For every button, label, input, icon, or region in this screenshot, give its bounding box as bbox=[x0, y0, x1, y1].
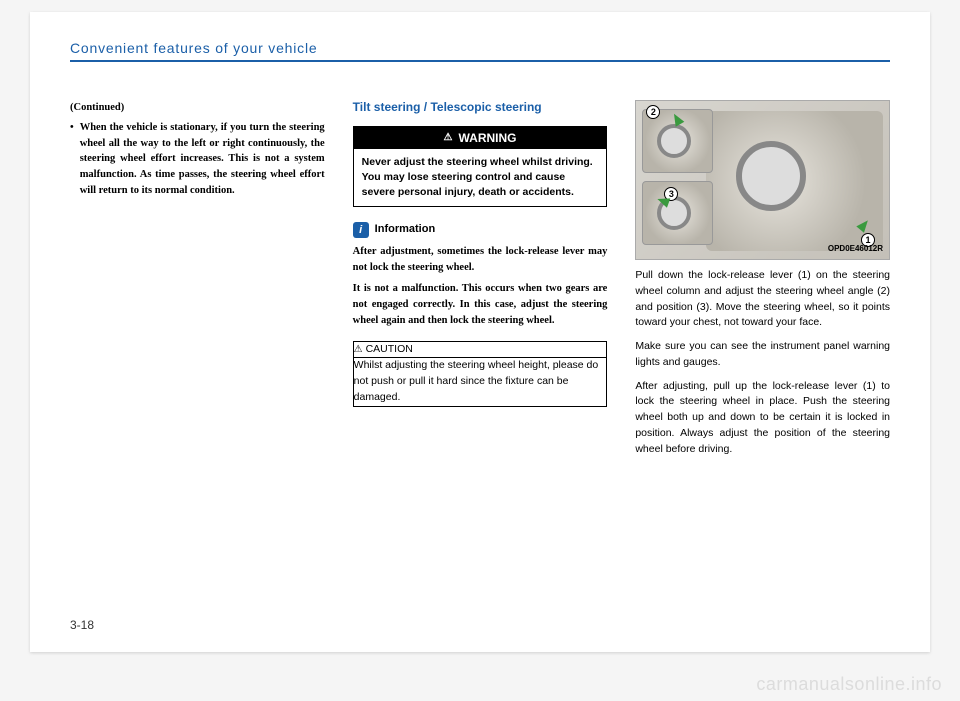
manual-page: Convenient features of your vehicle (Con… bbox=[30, 12, 930, 652]
bullet-item: • When the vehicle is stationary, if you… bbox=[70, 120, 325, 199]
subsection-title: Tilt steering / Telescopic steering bbox=[353, 100, 608, 116]
caution-label: CAUTION bbox=[366, 343, 413, 355]
info-icon: i bbox=[353, 222, 369, 238]
steering-wheel-icon bbox=[736, 141, 806, 211]
caution-header: ⚠ CAUTION bbox=[354, 342, 607, 359]
warning-header: ⚠ WARNING bbox=[354, 127, 607, 149]
steering-figure: 1 2 3 OPD0E46012R bbox=[635, 100, 890, 260]
section-header: Convenient features of your vehicle bbox=[70, 40, 890, 62]
figure-code: OPD0E46012R bbox=[828, 243, 883, 255]
warning-body: Never adjust the steering wheel whilst d… bbox=[354, 149, 607, 207]
content-columns: (Continued) • When the vehicle is statio… bbox=[70, 100, 890, 465]
watermark-text: carmanualsonline.info bbox=[756, 674, 942, 695]
continued-label: (Continued) bbox=[70, 100, 325, 116]
bullet-dot: • bbox=[70, 120, 74, 199]
caution-icon: ⚠ bbox=[354, 344, 363, 355]
page-number: 3-18 bbox=[70, 618, 94, 632]
info-paragraph-1: After adjustment, sometimes the lock-rel… bbox=[353, 244, 608, 276]
info-header: i Information bbox=[353, 221, 608, 238]
section-title: Convenient features of your vehicle bbox=[70, 40, 317, 56]
column-2: Tilt steering / Telescopic steering ⚠ WA… bbox=[353, 100, 608, 465]
figure-main-panel bbox=[706, 111, 883, 251]
column-1: (Continued) • When the vehicle is statio… bbox=[70, 100, 325, 465]
column-3: 1 2 3 OPD0E46012R Pull down the lock-rel… bbox=[635, 100, 890, 465]
caution-box: ⚠ CAUTION Whilst adjusting the steering … bbox=[353, 341, 608, 407]
body-paragraph-2: Make sure you can see the instrument pan… bbox=[635, 339, 890, 371]
body-paragraph-3: After adjusting, pull up the lock-releas… bbox=[635, 379, 890, 458]
info-label: Information bbox=[375, 221, 436, 238]
warning-box: ⚠ WARNING Never adjust the steering whee… bbox=[353, 126, 608, 208]
warning-label: WARNING bbox=[458, 129, 516, 147]
body-paragraph-1: Pull down the lock-release lever (1) on … bbox=[635, 268, 890, 331]
info-paragraph-2: It is not a malfunction. This occurs whe… bbox=[353, 281, 608, 328]
figure-inset-bottom bbox=[642, 181, 713, 245]
bullet-text: When the vehicle is stationary, if you t… bbox=[80, 120, 325, 199]
inset-wheel-icon bbox=[657, 124, 691, 158]
caution-body: Whilst adjusting the steering wheel heig… bbox=[354, 358, 607, 405]
warning-icon: ⚠ bbox=[444, 130, 453, 145]
